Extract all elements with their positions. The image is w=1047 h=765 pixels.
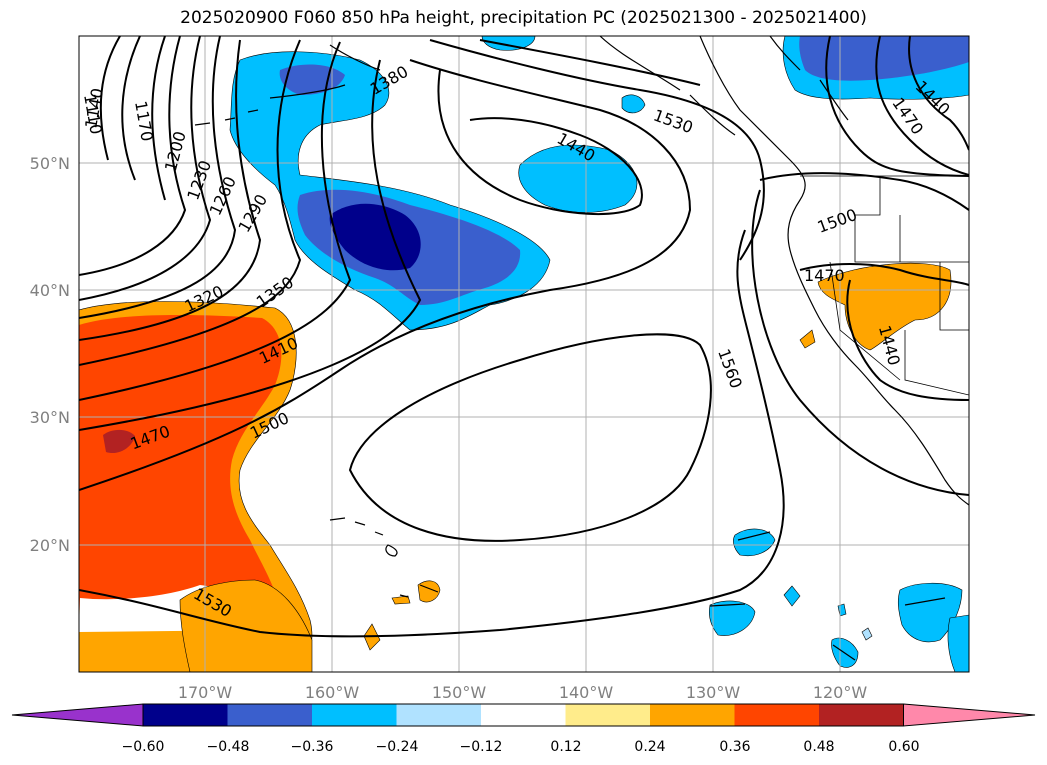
colorbar-extend-high <box>903 703 1036 727</box>
x-tick-label: 130°W <box>686 683 741 702</box>
x-tick-label: 170°W <box>178 683 233 702</box>
colorbar-bin <box>227 704 312 726</box>
colorbar-extend-low <box>11 703 144 727</box>
colorbar-tick-label: −0.48 <box>207 739 250 755</box>
colorbar-labels: −0.60 −0.48 −0.36 −0.24 −0.12 0.12 0.24 … <box>122 739 920 755</box>
negative-anomaly-region <box>229 36 969 672</box>
contour-label: 1470 <box>804 266 845 285</box>
x-axis-labels: 170°W 160°W 150°W 140°W 130°W 120°W <box>178 683 868 702</box>
colorbar-bin <box>143 704 228 726</box>
colorbar-bin <box>481 704 566 726</box>
x-tick-label: 150°W <box>432 683 487 702</box>
colorbar-tick-label: −0.36 <box>291 739 334 755</box>
y-tick-label: 50°N <box>30 154 70 173</box>
height-contours <box>79 36 969 638</box>
colorbar-bin <box>565 704 650 726</box>
y-tick-label: 20°N <box>30 536 70 555</box>
positive-anomaly-region <box>79 263 952 672</box>
x-tick-label: 160°W <box>305 683 360 702</box>
y-axis-labels: 50°N 40°N 30°N 20°N <box>30 154 70 555</box>
colorbar-tick-label: 0.60 <box>888 739 919 755</box>
colorbar-bin <box>734 704 819 726</box>
plot-frame <box>78 35 970 673</box>
chart-title: 2025020900 F060 850 hPa height, precipit… <box>180 8 867 28</box>
x-tick-label: 120°W <box>813 683 868 702</box>
colorbar-bin <box>396 704 481 726</box>
colorbar <box>11 703 1036 727</box>
colorbar-bin <box>312 704 397 726</box>
colorbar-tick-label: −0.60 <box>122 739 165 755</box>
colorbar-tick-label: −0.24 <box>376 739 419 755</box>
colorbar-bin <box>819 704 904 726</box>
colorbar-tick-label: 0.36 <box>719 739 750 755</box>
coastlines <box>194 36 969 661</box>
gridlines <box>79 36 969 672</box>
colorbar-tick-label: 0.24 <box>634 739 665 755</box>
colorbar-tick-label: −0.12 <box>460 739 503 755</box>
y-tick-label: 30°N <box>30 408 70 427</box>
y-tick-label: 40°N <box>30 281 70 300</box>
colorbar-bin <box>650 704 735 726</box>
colorbar-tick-label: 0.12 <box>550 739 581 755</box>
colorbar-tick-label: 0.48 <box>803 739 834 755</box>
colorbar-frame <box>142 703 904 727</box>
x-tick-label: 140°W <box>559 683 614 702</box>
